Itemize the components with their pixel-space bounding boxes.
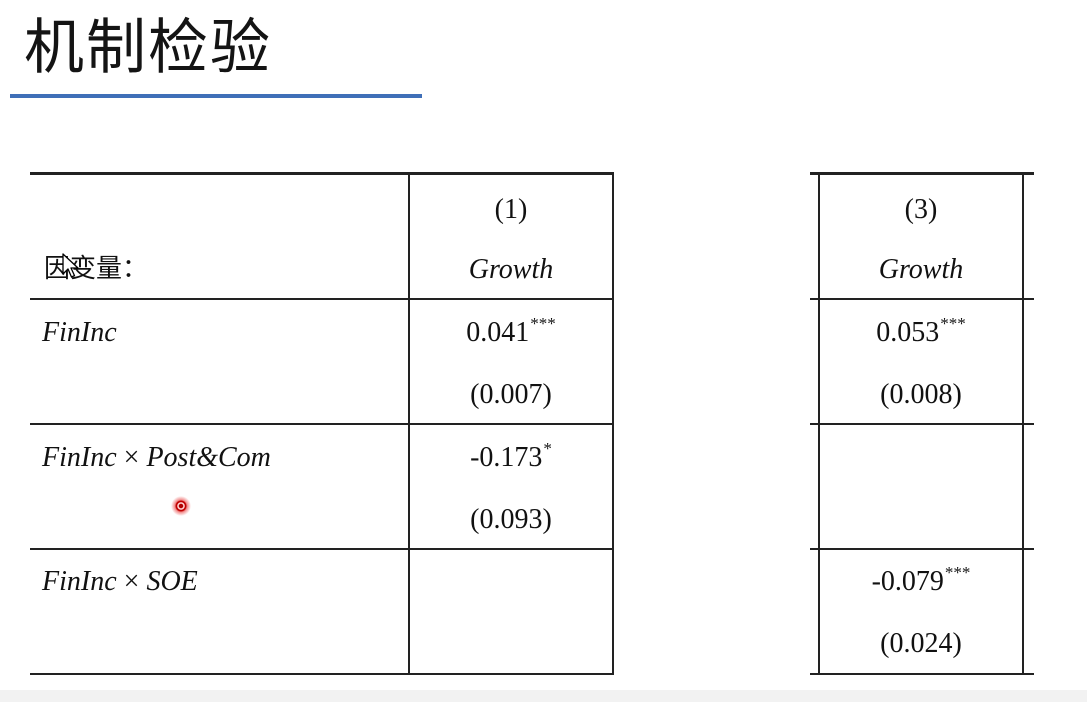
row-label-fininc: FinInc — [42, 317, 117, 348]
table-row-rule — [30, 423, 614, 425]
coefficient-cell — [820, 441, 1022, 475]
bottom-strip — [0, 690, 1087, 702]
table-top-rule — [30, 172, 614, 175]
significance-stars: *** — [944, 563, 971, 582]
column-variable-3: Growth — [878, 254, 964, 285]
column-variable-1: Growth — [468, 254, 554, 285]
table-bottom-rule — [30, 673, 614, 675]
standard-error-cell: (0.007) — [470, 379, 552, 410]
column-number-3: (3) — [904, 194, 938, 225]
click-indicator-icon — [171, 496, 191, 516]
row-label-fininc-soe: FinInc × SOE — [42, 566, 198, 597]
table-bottom-rule — [810, 673, 1034, 675]
coefficient-cell: -0.173* — [470, 439, 552, 473]
coefficient-cell — [410, 565, 612, 599]
column-number-1: (1) — [494, 194, 528, 225]
coefficient-cell: 0.053*** — [876, 314, 966, 348]
table-column-divider — [408, 174, 410, 674]
standard-error-cell: (0.008) — [880, 379, 962, 410]
title-underline — [10, 94, 422, 98]
dependent-variable-label: 因变量： — [44, 254, 149, 284]
table-row-rule — [30, 548, 614, 550]
coefficient-cell: -0.079*** — [871, 563, 971, 597]
table-header-rule — [30, 298, 614, 300]
table-column-divider — [612, 174, 614, 674]
significance-stars: * — [543, 439, 552, 458]
standard-error-cell: (0.024) — [880, 628, 962, 659]
significance-stars: *** — [940, 314, 966, 333]
table-row-rule — [810, 423, 1034, 425]
table-column-divider — [1022, 174, 1024, 674]
page-title: 机制检验 — [24, 13, 272, 83]
table-header-rule — [810, 298, 1034, 300]
significance-stars: *** — [530, 314, 556, 333]
coefficient-cell: 0.041*** — [466, 314, 556, 348]
table-column-divider — [818, 174, 820, 674]
arrow-cursor-icon — [62, 253, 79, 278]
table-row-rule — [810, 548, 1034, 550]
row-label-fininc-postcom: FinInc × Post&Com — [42, 442, 271, 473]
standard-error-cell: (0.093) — [470, 504, 552, 535]
table-top-rule — [810, 172, 1034, 175]
